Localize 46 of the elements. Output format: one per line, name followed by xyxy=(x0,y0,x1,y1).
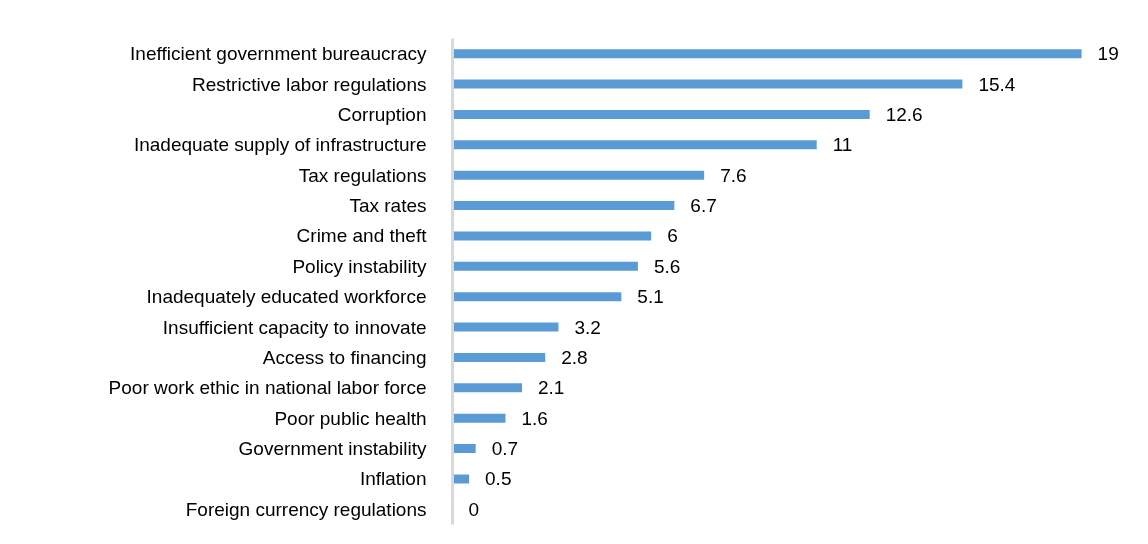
data-label: 2.8 xyxy=(561,346,588,368)
bar xyxy=(452,352,546,362)
bar xyxy=(452,170,705,180)
bar xyxy=(452,109,870,119)
bar xyxy=(452,444,476,454)
data-label: 6 xyxy=(667,225,678,247)
y-tick-label: Poor public health xyxy=(274,407,427,429)
y-tick-label: Tax regulations xyxy=(298,164,427,186)
bar xyxy=(452,413,506,423)
y-tick-label: Inflation xyxy=(359,468,427,490)
data-label: 3.2 xyxy=(574,316,601,338)
data-label: 6.7 xyxy=(690,195,717,217)
data-label: 11 xyxy=(832,134,853,156)
data-label: 0.7 xyxy=(491,438,519,460)
bar xyxy=(452,261,638,271)
bar xyxy=(452,49,1082,59)
data-label: 5.6 xyxy=(653,255,681,277)
data-label: 1.6 xyxy=(521,407,548,429)
y-tick-label: Policy instability xyxy=(292,255,427,277)
y-tick-label: Crime and theft xyxy=(296,225,428,247)
bar xyxy=(452,322,559,332)
data-label: 12.6 xyxy=(885,103,923,125)
y-tick-label: Restrictive labor regulations xyxy=(192,73,427,95)
y-tick-label: Inadequate supply of infrastructure xyxy=(133,134,427,156)
y-tick-label: Inadequately educated workforce xyxy=(146,286,427,308)
y-tick-label: Tax rates xyxy=(349,195,427,217)
bar xyxy=(452,383,523,393)
bar xyxy=(452,79,963,89)
bar xyxy=(452,201,675,211)
bar xyxy=(452,140,817,150)
y-tick-label: Corruption xyxy=(337,103,427,125)
y-tick-label: Insufficient capacity to innovate xyxy=(162,316,427,338)
data-label: 7.6 xyxy=(720,164,747,186)
y-tick-label: Government instability xyxy=(238,438,427,460)
y-tick-label: Access to financing xyxy=(262,346,427,368)
bar xyxy=(452,231,652,241)
data-label: 5.1 xyxy=(637,286,664,308)
y-tick-label: Foreign currency regulations xyxy=(185,498,427,520)
y-tick-label: Inefficient government bureaucracy xyxy=(130,43,427,65)
data-label: 15.4 xyxy=(978,73,1016,95)
data-label: 0.5 xyxy=(485,468,512,490)
data-label: 2.1 xyxy=(538,377,565,399)
data-label: 19 xyxy=(1097,43,1119,65)
bar xyxy=(452,292,622,302)
y-tick-label: Poor work ethic in national labor force xyxy=(108,377,427,399)
data-label: 0 xyxy=(468,498,480,520)
